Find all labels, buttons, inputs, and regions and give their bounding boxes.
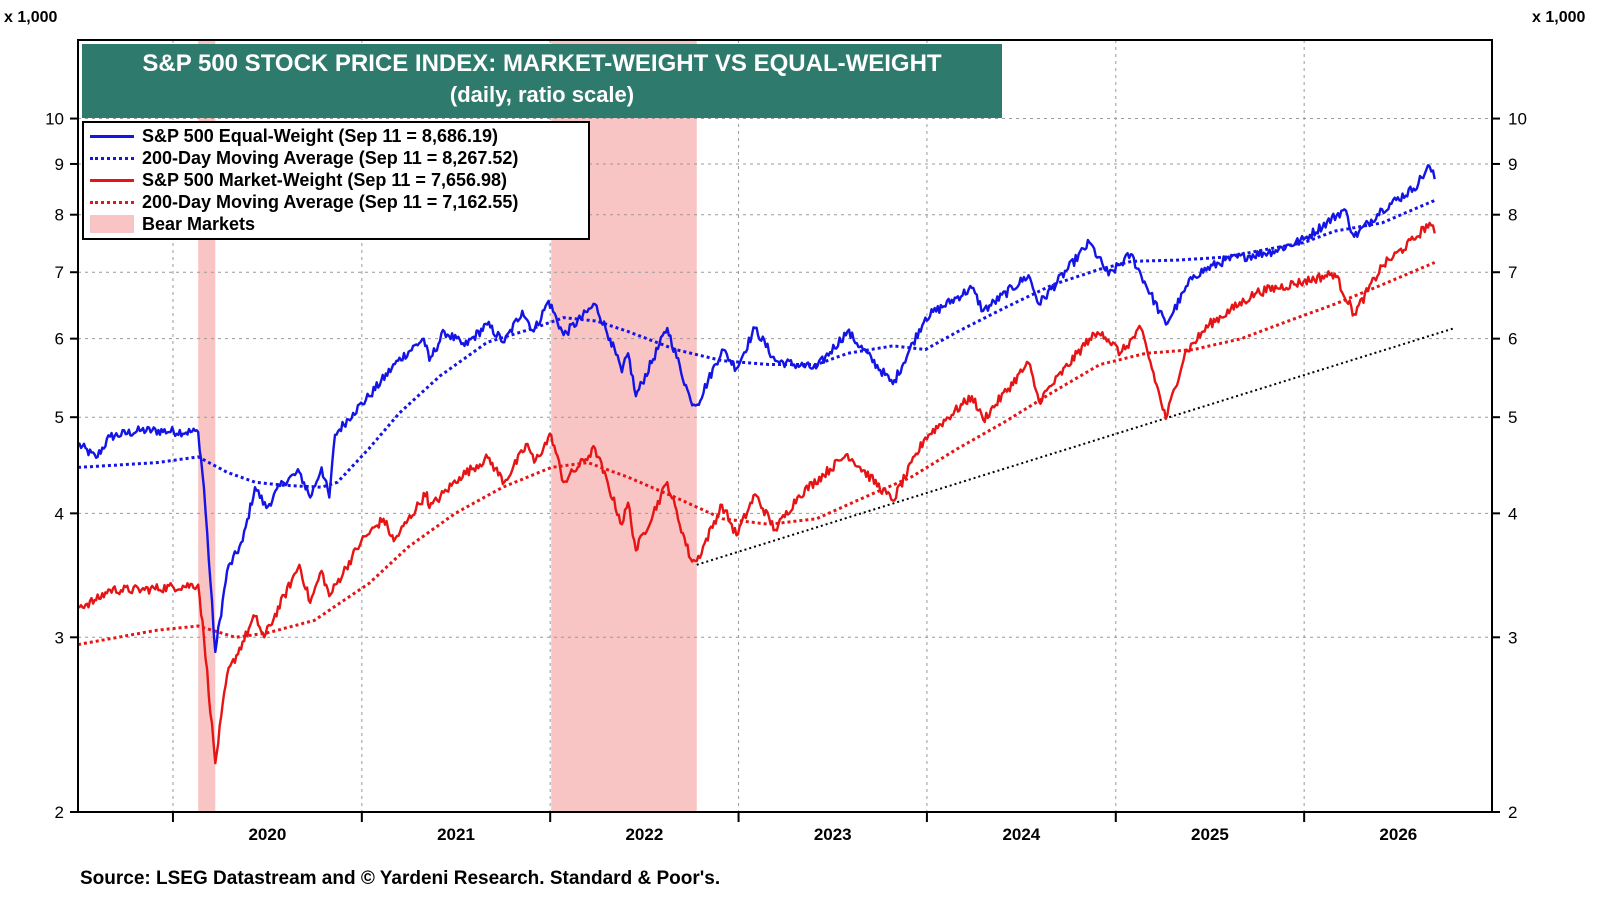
- x-tick-label: 2026: [1379, 825, 1417, 844]
- legend-swatch-equal-weight-ma: [90, 147, 134, 169]
- trend-line-layer: [696, 327, 1456, 566]
- trend-line: [696, 327, 1456, 566]
- y-tick-label-left: 4: [55, 504, 64, 523]
- legend-swatch-bear-markets: [90, 215, 134, 233]
- market-weight-line: [77, 221, 1436, 765]
- y-tick-label-right: 3: [1508, 628, 1517, 647]
- legend-label: 200-Day Moving Average (Sep 11 = 8,267.5…: [142, 147, 519, 168]
- legend-item-market-weight: S&P 500 Market-Weight (Sep 11 = 7,656.98…: [90, 169, 507, 191]
- legend-item-equal-weight: S&P 500 Equal-Weight (Sep 11 = 8,686.19): [90, 125, 498, 147]
- equal-weight-line: [77, 164, 1436, 654]
- y-tick-label-right: 6: [1508, 330, 1517, 349]
- y-tick-label-left: 9: [55, 155, 64, 174]
- chart-subtitle: (daily, ratio scale): [449, 82, 635, 107]
- chart-title-box: S&P 500 STOCK PRICE INDEX: MARKET-WEIGHT…: [82, 44, 1002, 118]
- y-tick-label-left: 6: [55, 330, 64, 349]
- legend: S&P 500 Equal-Weight (Sep 11 = 8,686.19)…: [82, 121, 590, 240]
- x-tick-label: 2021: [437, 825, 475, 844]
- legend-label: S&P 500 Equal-Weight (Sep 11 = 8,686.19): [142, 125, 498, 146]
- chart-title: S&P 500 STOCK PRICE INDEX: MARKET-WEIGHT…: [142, 50, 942, 77]
- legend-swatch-equal-weight: [90, 125, 134, 147]
- legend-label: Bear Markets: [142, 213, 256, 234]
- x-tick-label: 2025: [1191, 825, 1229, 844]
- series-layer: [77, 164, 1436, 765]
- y-tick-label-right: 7: [1508, 263, 1517, 282]
- x-tick-label: 2020: [248, 825, 286, 844]
- equal-weight-ma-line: [77, 199, 1436, 489]
- y-tick-label-right: 4: [1508, 504, 1517, 523]
- legend-item-equal-weight-ma: 200-Day Moving Average (Sep 11 = 8,267.5…: [90, 147, 518, 169]
- x-tick-label: 2023: [814, 825, 852, 844]
- y-tick-label-left: 5: [55, 408, 64, 427]
- market-weight-ma-line: [77, 261, 1436, 646]
- y-tick-label-right: 5: [1508, 408, 1517, 427]
- y-tick-label-right: 8: [1508, 206, 1517, 225]
- legend-label: 200-Day Moving Average (Sep 11 = 7,162.5…: [142, 191, 519, 212]
- y-tick-label-right: 9: [1508, 155, 1517, 174]
- y-tick-label-right: 10: [1508, 110, 1527, 129]
- y-tick-label-right: 2: [1508, 803, 1517, 822]
- axis-layer: 2 2 3 3 4 4 5 5 6 6 7 7 8 8 9 9 10 10 2020 2021 2022 2023 2024…: [45, 110, 1527, 844]
- y-tick-label-left: 2: [55, 803, 64, 822]
- y-unit-left: x 1,000: [4, 9, 57, 26]
- x-tick-label: 2024: [1002, 825, 1040, 844]
- plot-frame: [77, 39, 1493, 813]
- legend-swatch-market-weight: [90, 169, 134, 191]
- source-note: Source: LSEG Datastream and © Yardeni Re…: [80, 868, 721, 889]
- y-tick-label-left: 3: [55, 628, 64, 647]
- y-unit-right: x 1,000: [1532, 9, 1585, 26]
- y-tick-label-left: 8: [55, 206, 64, 225]
- legend-label: S&P 500 Market-Weight (Sep 11 = 7,656.98…: [142, 169, 508, 190]
- legend-swatch-market-weight-ma: [90, 191, 134, 213]
- y-tick-label-left: 10: [45, 110, 64, 129]
- x-tick-label: 2022: [625, 825, 663, 844]
- legend-item-market-weight-ma: 200-Day Moving Average (Sep 11 = 7,162.5…: [90, 191, 518, 213]
- y-tick-label-left: 7: [55, 263, 64, 282]
- legend-item-bear-markets: Bear Markets: [90, 213, 255, 235]
